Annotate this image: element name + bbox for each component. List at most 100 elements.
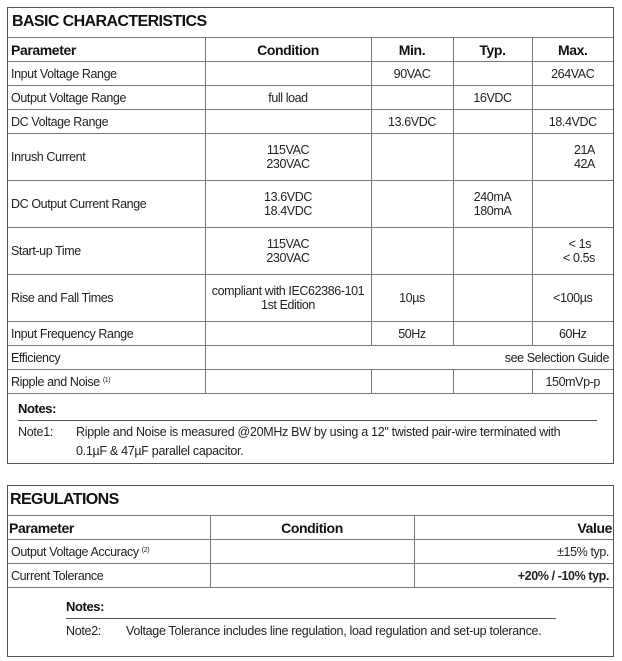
table-row: Input Voltage Range 90VAC 264VAC [8, 61, 613, 86]
typ-line: 180mA [473, 204, 512, 218]
typ [452, 369, 533, 394]
note-text: Ripple and Noise is measured @20MHz BW b… [76, 425, 561, 439]
param: Start-up Time [8, 227, 206, 275]
cond [204, 321, 372, 346]
cond-line: 18.4VDC [264, 204, 312, 218]
note: Note2: Voltage Tolerance includes line r… [66, 622, 613, 641]
param: Ripple and Noise (1) [8, 369, 206, 394]
regulations-table: REGULATIONS Parameter Condition Value Ou… [7, 485, 614, 657]
param: DC Voltage Range [8, 109, 206, 134]
header-row: Parameter Condition Value [8, 516, 613, 540]
cond [204, 109, 372, 134]
typ [452, 227, 533, 275]
cond-line: 13.6VDC [264, 190, 312, 204]
max-line: < 0.5s [563, 251, 595, 265]
notes-heading: Notes: [18, 401, 57, 416]
param-label: Output Voltage Accuracy [11, 544, 139, 559]
min [370, 133, 454, 181]
table-row: DC Voltage Range 13.6VDC 18.4VDC [8, 109, 613, 134]
table-row: Output Voltage Range full load 16VDC [8, 85, 613, 110]
typ [452, 109, 533, 134]
max-line: < 1s [568, 237, 592, 251]
typ [452, 61, 533, 86]
param: Inrush Current [8, 133, 206, 181]
typ: 240mA 180mA [452, 180, 533, 228]
header-condition: Condition [209, 516, 415, 540]
max: <100µs [531, 274, 613, 322]
max: 18.4VDC [531, 109, 613, 134]
notes-heading: Notes: [66, 599, 105, 614]
max: 264VAC [531, 61, 613, 86]
section-title: BASIC CHARACTERISTICS [8, 8, 613, 38]
table-row: Current Tolerance +20% / -10% typ. [8, 563, 613, 588]
table-row: Efficiency see Selection Guide [8, 345, 613, 370]
header-max: Max. [531, 38, 613, 62]
cond: compliant with IEC62386-101 1st Edition [204, 274, 372, 322]
param: Efficiency [8, 345, 206, 370]
notes-section: Notes: Note2: Voltage Tolerance includes… [8, 588, 613, 641]
param: Output Voltage Range [8, 85, 206, 110]
cond-line: 230VAC [266, 251, 310, 265]
min [370, 369, 454, 394]
table-row: Input Frequency Range 50Hz 60Hz [8, 321, 613, 346]
cond: full load [204, 85, 372, 110]
max: 150mVp-p [531, 369, 613, 394]
table-row: Output Voltage Accuracy (2) ±15% typ. [8, 539, 613, 564]
max [531, 85, 613, 110]
section-title: REGULATIONS [8, 486, 613, 516]
min [370, 227, 454, 275]
note-label: Note1: [18, 425, 54, 439]
typ-line: 240mA [473, 190, 512, 204]
param: Input Frequency Range [8, 321, 206, 346]
param: Input Voltage Range [8, 61, 206, 86]
param-label: Ripple and Noise [11, 374, 100, 389]
note: Note1: Ripple and Noise is measured @20M… [18, 423, 605, 461]
header-min: Min. [370, 38, 454, 62]
footnote-ref: (2) [141, 546, 150, 554]
cond-line: 230VAC [266, 157, 310, 171]
typ [452, 274, 533, 322]
cond: 115VAC 230VAC [204, 227, 372, 275]
table-row: Ripple and Noise (1) 150mVp-p [8, 369, 613, 394]
table-row: Start-up Time 115VAC 230VAC < 1s < 0.5s [8, 227, 613, 275]
value: see Selection Guide [204, 345, 613, 370]
note-text: Voltage Tolerance includes line regulati… [126, 624, 542, 638]
cond [204, 369, 372, 394]
min: 10µs [370, 274, 454, 322]
min: 90VAC [370, 61, 454, 86]
max: 21A 42A [531, 133, 613, 181]
typ [452, 133, 533, 181]
header-value: Value [413, 516, 613, 540]
cond [209, 539, 415, 564]
typ: 16VDC [452, 85, 533, 110]
max: 60Hz [531, 321, 613, 346]
cond: 115VAC 230VAC [204, 133, 372, 181]
max [531, 180, 613, 228]
cond-line: compliant with IEC62386-101 [211, 284, 365, 298]
param: Rise and Fall Times [8, 274, 206, 322]
min [370, 180, 454, 228]
note-label: Note2: [66, 624, 102, 638]
min: 50Hz [370, 321, 454, 346]
cond [209, 563, 415, 588]
footnote-ref: (1) [102, 376, 111, 384]
typ [452, 321, 533, 346]
param: Current Tolerance [8, 563, 211, 588]
table-row: Rise and Fall Times compliant with IEC62… [8, 274, 613, 322]
max-line: 42A [573, 157, 595, 171]
note-text: 0.1µF & 47µF parallel capacitor. [76, 444, 244, 458]
min: 13.6VDC [370, 109, 454, 134]
param: Output Voltage Accuracy (2) [8, 539, 211, 564]
basic-characteristics-table: BASIC CHARACTERISTICS Parameter Conditio… [7, 7, 614, 464]
value: +20% / -10% typ. [413, 563, 613, 588]
cond-line: 1st Edition [261, 298, 315, 312]
header-row: Parameter Condition Min. Typ. Max. [8, 38, 613, 62]
cond-line: 115VAC [266, 143, 310, 157]
cond [204, 61, 372, 86]
min [370, 85, 454, 110]
table-row: Inrush Current 115VAC 230VAC 21A 42A [8, 133, 613, 181]
cond-line: 115VAC [266, 237, 310, 251]
header-parameter: Parameter [8, 516, 211, 540]
notes-section: Notes: Note1: Ripple and Noise is measur… [8, 394, 613, 461]
max: < 1s < 0.5s [531, 227, 613, 275]
